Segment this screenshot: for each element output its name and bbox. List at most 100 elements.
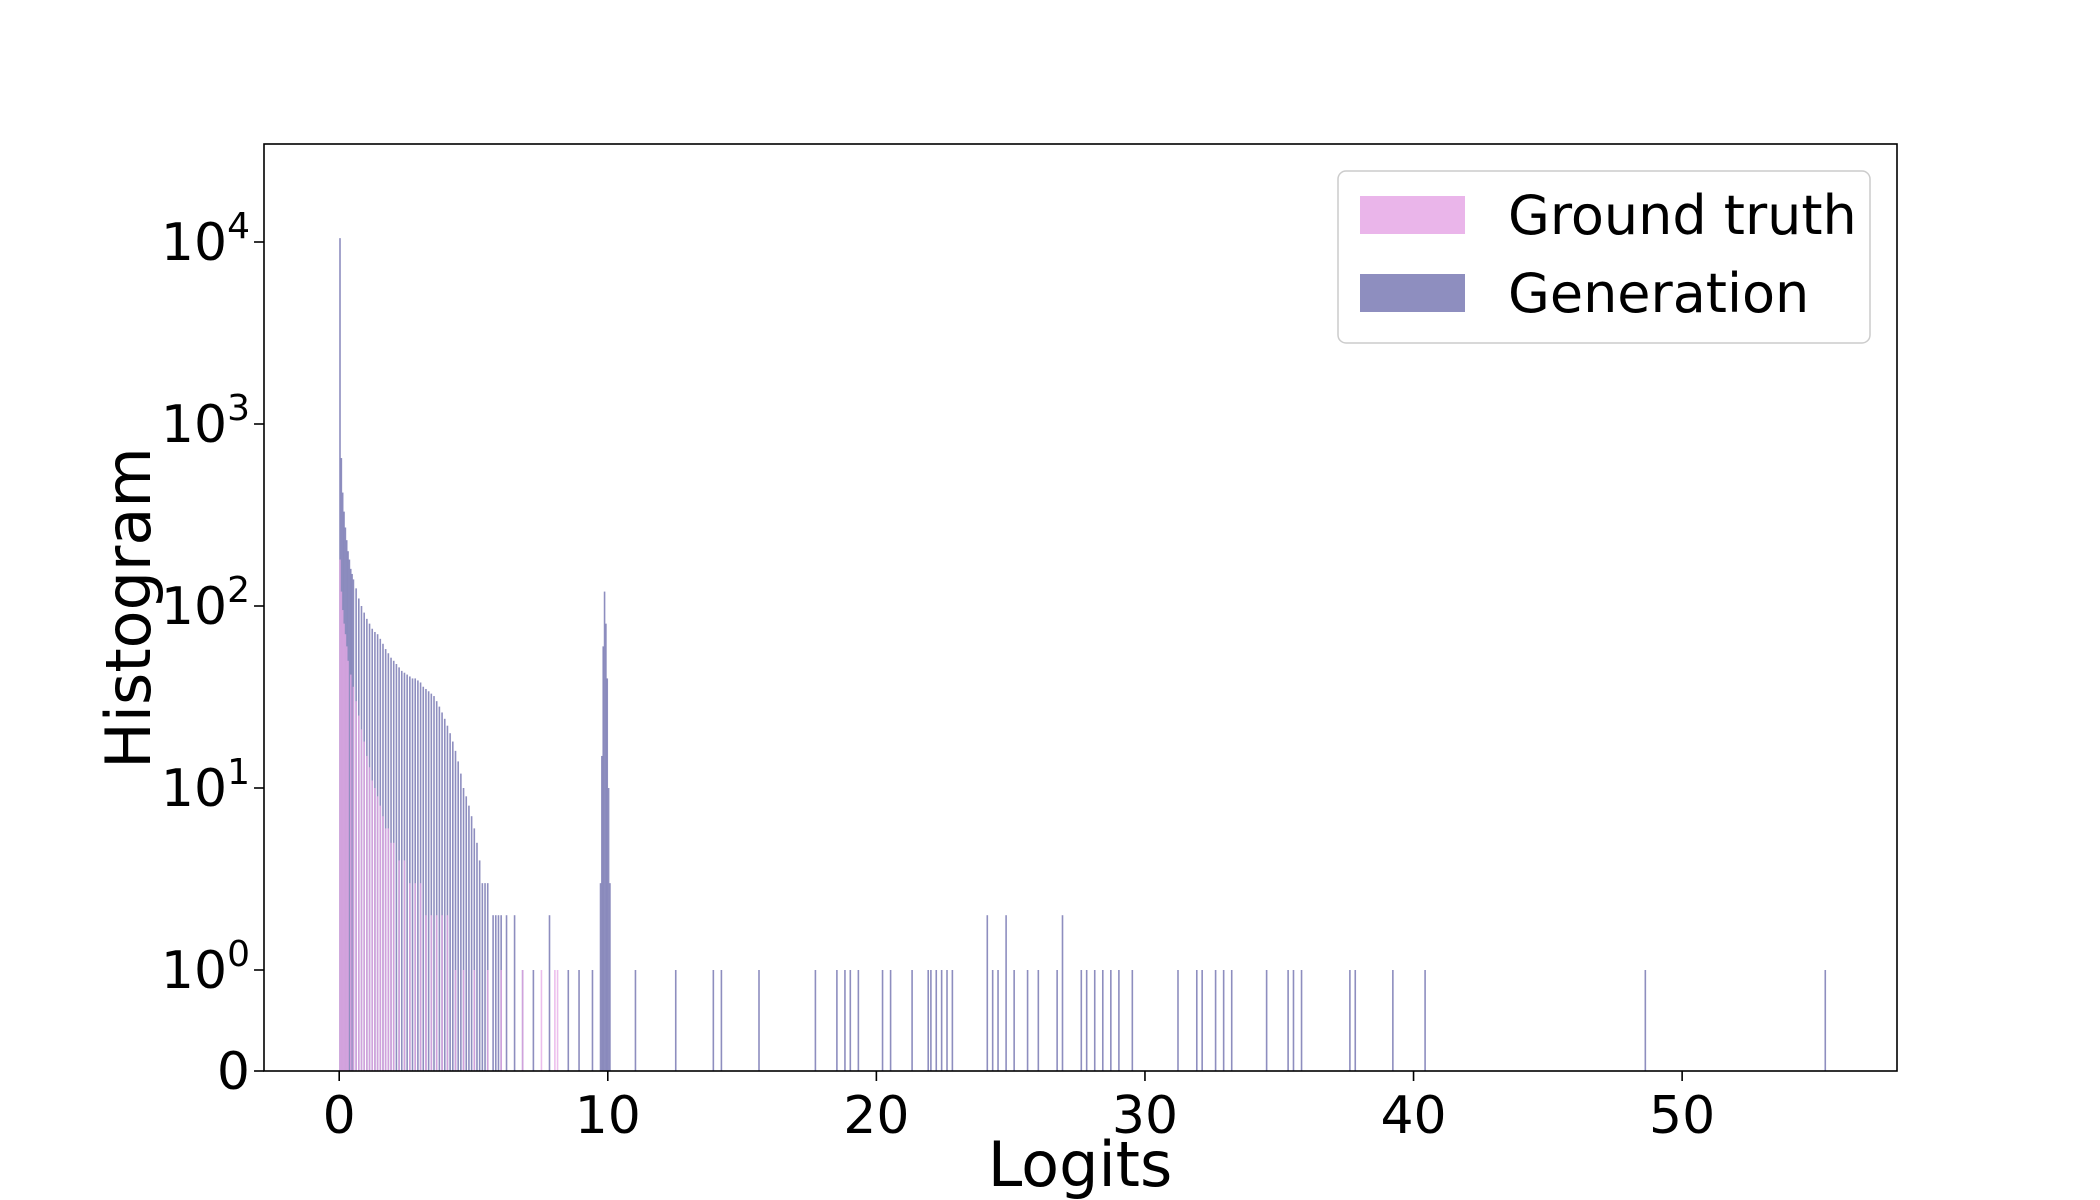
histogram-bar (430, 693, 433, 1071)
histogram-bar (1424, 970, 1426, 1071)
histogram-bar (473, 970, 476, 1071)
histogram-bar (414, 883, 417, 1071)
histogram-bar (607, 788, 610, 1071)
histogram-bar (554, 970, 556, 1071)
histogram-bar (411, 678, 414, 1071)
histogram-bar (1644, 970, 1647, 1071)
histogram-bar (599, 883, 602, 1071)
histogram-bar (889, 970, 892, 1071)
x-tick-label: 20 (843, 1086, 909, 1146)
histogram-bar (409, 676, 411, 1071)
histogram-bar (1195, 970, 1198, 1071)
histogram-bar (567, 970, 570, 1071)
y-axis-title: Histogram (92, 447, 165, 769)
histogram-bar (438, 706, 441, 1071)
histogram-bar (997, 970, 999, 1071)
histogram-bar (951, 970, 954, 1071)
histogram-bar (591, 970, 594, 1071)
histogram-bar (513, 915, 516, 1071)
histogram-bar (935, 970, 938, 1071)
histogram-bar (465, 796, 468, 1071)
histogram-bar (991, 970, 994, 1071)
x-tick-label: 40 (1380, 1086, 1446, 1146)
histogram-bar (940, 970, 943, 1071)
histogram-bar (500, 970, 502, 1071)
histogram-bar (454, 970, 457, 1071)
histogram-bar (462, 970, 465, 1071)
histogram-bar (1287, 970, 1289, 1071)
histogram-bar (601, 755, 603, 1071)
histogram-bar (532, 970, 535, 1071)
histogram-bar (425, 688, 427, 1071)
y-tick-label: 103 (161, 388, 250, 455)
histogram-bar (946, 970, 948, 1071)
legend: Ground truth Generation (1337, 170, 1871, 344)
histogram-bar (379, 805, 382, 1071)
histogram-bar (419, 883, 422, 1071)
histogram-bar (603, 591, 606, 1071)
histogram-bar (345, 646, 348, 1071)
histogram-bar (1056, 970, 1058, 1071)
histogram-bar (911, 970, 913, 1071)
histogram-bar (1292, 970, 1295, 1071)
histogram-bar (452, 741, 454, 1071)
histogram-bar (720, 970, 723, 1071)
histogram-bar (1177, 970, 1179, 1071)
histogram-bar (1061, 915, 1064, 1071)
histogram-bar (430, 915, 433, 1071)
histogram-bar (1110, 970, 1112, 1071)
histogram-bar (417, 680, 419, 1071)
histogram-bar (352, 686, 355, 1071)
histogram-bar (360, 729, 363, 1071)
histogram-bar (419, 682, 422, 1071)
histogram-bar (1349, 970, 1351, 1071)
histogram-bar (1037, 970, 1040, 1071)
histogram-bar (395, 664, 398, 1071)
histogram-bar (986, 915, 989, 1071)
histogram-bar (340, 591, 343, 1071)
histogram-bar (556, 970, 559, 1071)
histogram-bar (422, 686, 425, 1071)
histogram-bar (712, 970, 715, 1071)
histogram-bar (1101, 970, 1104, 1071)
histogram-bar (484, 883, 486, 1071)
histogram-bar (486, 970, 489, 1071)
histogram-bar (400, 670, 403, 1071)
histogram-bar (425, 915, 427, 1071)
histogram-bar (441, 915, 443, 1071)
histogram-bar (548, 915, 551, 1071)
histogram-bar (454, 750, 457, 1071)
histogram-bar (930, 970, 932, 1071)
histogram-bar (927, 970, 930, 1071)
histogram-bar (521, 970, 524, 1071)
histogram-bar (505, 915, 508, 1071)
histogram-bar (351, 573, 353, 1071)
histogram-bar (476, 842, 478, 1071)
histogram-bar (409, 883, 411, 1071)
histogram-bar (1013, 970, 1015, 1071)
histogram-bar (470, 816, 473, 1071)
histogram-bar (403, 860, 406, 1071)
x-axis-title: Logits (988, 1128, 1173, 1200)
histogram-bar (384, 828, 387, 1071)
histogram-bar (674, 970, 677, 1071)
histogram-bar (355, 701, 357, 1071)
histogram-bar (462, 788, 465, 1071)
histogram-bar (363, 741, 365, 1071)
histogram-bar (441, 712, 443, 1071)
histogram-bar (814, 970, 817, 1071)
histogram-bar (435, 915, 438, 1071)
histogram-bar (1354, 970, 1357, 1071)
histogram-bar (343, 623, 345, 1071)
histogram-bar (1222, 970, 1225, 1071)
histogram-bar (857, 970, 860, 1071)
histogram-bar (339, 559, 341, 1071)
histogram-bar (347, 660, 349, 1071)
histogram-bar (1214, 970, 1217, 1071)
histogram-bar (1392, 970, 1394, 1071)
histogram-bar (1026, 970, 1029, 1071)
histogram-bar (844, 970, 846, 1071)
histogram-bar (358, 715, 360, 1071)
histogram-bar (348, 559, 351, 1071)
